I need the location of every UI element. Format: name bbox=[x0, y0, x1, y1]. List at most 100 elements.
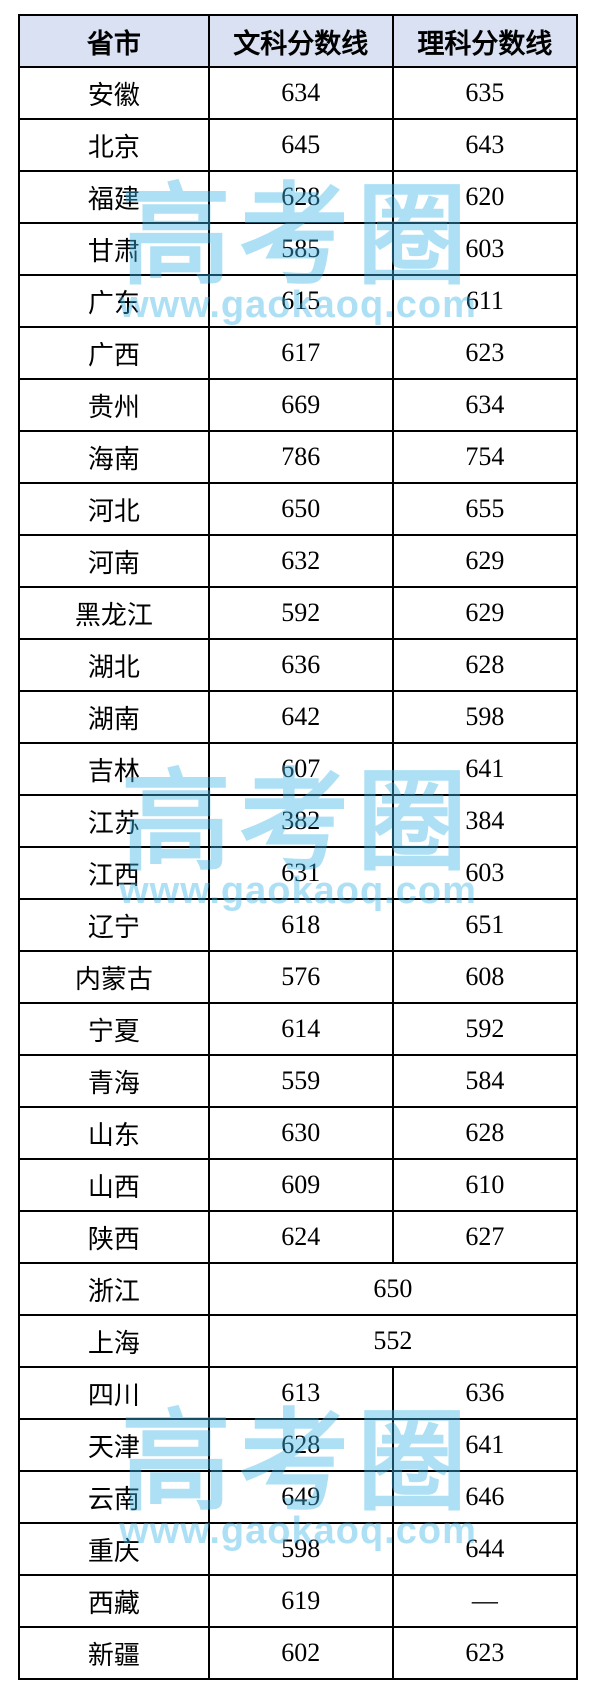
cell-score: 636 bbox=[393, 1367, 577, 1419]
cell-score: 636 bbox=[209, 639, 393, 691]
table-row: 福建628620 bbox=[19, 171, 577, 223]
cell-province: 天津 bbox=[19, 1419, 209, 1471]
cell-province: 宁夏 bbox=[19, 1003, 209, 1055]
cell-province: 西藏 bbox=[19, 1575, 209, 1627]
cell-province: 北京 bbox=[19, 119, 209, 171]
cell-score: 631 bbox=[209, 847, 393, 899]
cell-score: 602 bbox=[209, 1627, 393, 1679]
cell-score: 610 bbox=[393, 1159, 577, 1211]
cell-province: 河南 bbox=[19, 535, 209, 587]
cell-score: 651 bbox=[393, 899, 577, 951]
table-row: 重庆598644 bbox=[19, 1523, 577, 1575]
table-row: 吉林607641 bbox=[19, 743, 577, 795]
cell-score: 623 bbox=[393, 327, 577, 379]
cell-score: 608 bbox=[393, 951, 577, 1003]
cell-score: 614 bbox=[209, 1003, 393, 1055]
cell-province: 江西 bbox=[19, 847, 209, 899]
table-row: 湖南642598 bbox=[19, 691, 577, 743]
table-row: 贵州669634 bbox=[19, 379, 577, 431]
cell-province: 甘肃 bbox=[19, 223, 209, 275]
cell-province: 辽宁 bbox=[19, 899, 209, 951]
table-row: 广西617623 bbox=[19, 327, 577, 379]
cell-score: 642 bbox=[209, 691, 393, 743]
cell-score: 627 bbox=[393, 1211, 577, 1263]
cell-score: 598 bbox=[209, 1523, 393, 1575]
table-row: 黑龙江592629 bbox=[19, 587, 577, 639]
cell-score: 576 bbox=[209, 951, 393, 1003]
table-row: 河北650655 bbox=[19, 483, 577, 535]
table-row: 江苏382384 bbox=[19, 795, 577, 847]
table-row: 浙江650 bbox=[19, 1263, 577, 1315]
cell-score: 619 bbox=[209, 1575, 393, 1627]
cell-province: 云南 bbox=[19, 1471, 209, 1523]
cell-score: 382 bbox=[209, 795, 393, 847]
table-row: 山东630628 bbox=[19, 1107, 577, 1159]
cell-score: 645 bbox=[209, 119, 393, 171]
cell-score: 655 bbox=[393, 483, 577, 535]
cell-score: 641 bbox=[393, 743, 577, 795]
table-row: 陕西624627 bbox=[19, 1211, 577, 1263]
cell-province: 江苏 bbox=[19, 795, 209, 847]
cell-score: 615 bbox=[209, 275, 393, 327]
cell-province: 海南 bbox=[19, 431, 209, 483]
header-province: 省市 bbox=[19, 15, 209, 67]
table-body: 安徽634635北京645643福建628620甘肃585603广东615611… bbox=[19, 67, 577, 1679]
table-row: 新疆602623 bbox=[19, 1627, 577, 1679]
cell-province: 上海 bbox=[19, 1315, 209, 1367]
cell-province: 黑龙江 bbox=[19, 587, 209, 639]
table-row: 江西631603 bbox=[19, 847, 577, 899]
cell-score: 628 bbox=[209, 1419, 393, 1471]
table-row: 安徽634635 bbox=[19, 67, 577, 119]
cell-score: 634 bbox=[393, 379, 577, 431]
table-row: 青海559584 bbox=[19, 1055, 577, 1107]
table-row: 辽宁618651 bbox=[19, 899, 577, 951]
cell-province: 青海 bbox=[19, 1055, 209, 1107]
cell-score: 618 bbox=[209, 899, 393, 951]
score-table: 省市 文科分数线 理科分数线 安徽634635北京645643福建628620甘… bbox=[18, 14, 578, 1680]
cell-province: 陕西 bbox=[19, 1211, 209, 1263]
cell-score: 611 bbox=[393, 275, 577, 327]
table-row: 海南786754 bbox=[19, 431, 577, 483]
cell-score: 646 bbox=[393, 1471, 577, 1523]
cell-score: 384 bbox=[393, 795, 577, 847]
cell-score: 623 bbox=[393, 1627, 577, 1679]
cell-score: 617 bbox=[209, 327, 393, 379]
cell-province: 贵州 bbox=[19, 379, 209, 431]
table-row: 上海552 bbox=[19, 1315, 577, 1367]
cell-score: 607 bbox=[209, 743, 393, 795]
cell-province: 山西 bbox=[19, 1159, 209, 1211]
cell-score: 559 bbox=[209, 1055, 393, 1107]
cell-score: 650 bbox=[209, 483, 393, 535]
table-row: 四川613636 bbox=[19, 1367, 577, 1419]
table-row: 北京645643 bbox=[19, 119, 577, 171]
cell-score: 592 bbox=[393, 1003, 577, 1055]
cell-score: 585 bbox=[209, 223, 393, 275]
cell-score: 628 bbox=[393, 1107, 577, 1159]
cell-score: 754 bbox=[393, 431, 577, 483]
cell-province: 广东 bbox=[19, 275, 209, 327]
cell-score: 592 bbox=[209, 587, 393, 639]
table-row: 山西609610 bbox=[19, 1159, 577, 1211]
cell-province: 四川 bbox=[19, 1367, 209, 1419]
table-row: 宁夏614592 bbox=[19, 1003, 577, 1055]
cell-score: 632 bbox=[209, 535, 393, 587]
table-row: 甘肃585603 bbox=[19, 223, 577, 275]
cell-province: 内蒙古 bbox=[19, 951, 209, 1003]
cell-score: 634 bbox=[209, 67, 393, 119]
cell-score: 552 bbox=[209, 1315, 577, 1367]
cell-province: 新疆 bbox=[19, 1627, 209, 1679]
header-arts-score: 文科分数线 bbox=[209, 15, 393, 67]
table-row: 天津628641 bbox=[19, 1419, 577, 1471]
cell-province: 浙江 bbox=[19, 1263, 209, 1315]
cell-score: 641 bbox=[393, 1419, 577, 1471]
cell-score: 584 bbox=[393, 1055, 577, 1107]
table-row: 河南632629 bbox=[19, 535, 577, 587]
table-row: 广东615611 bbox=[19, 275, 577, 327]
cell-score: 603 bbox=[393, 847, 577, 899]
cell-score: 669 bbox=[209, 379, 393, 431]
cell-score: 649 bbox=[209, 1471, 393, 1523]
cell-score: 628 bbox=[209, 171, 393, 223]
cell-score: 624 bbox=[209, 1211, 393, 1263]
cell-province: 福建 bbox=[19, 171, 209, 223]
cell-score: 643 bbox=[393, 119, 577, 171]
